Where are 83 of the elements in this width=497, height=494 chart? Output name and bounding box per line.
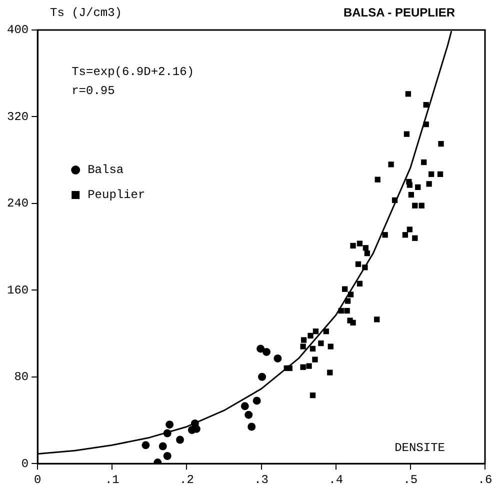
point [262,348,271,356]
point [328,344,334,350]
point [374,176,380,182]
point [404,131,410,137]
point [327,370,333,376]
legend-label: Peuplier [88,188,146,202]
point [163,452,172,460]
point [356,240,363,246]
point [402,232,408,238]
point [244,410,253,419]
point [300,337,307,343]
point [412,235,418,241]
point [344,308,350,314]
point [300,344,306,350]
x-tick-label: .6 [478,472,492,487]
y-tick-label: 240 [6,196,29,211]
point [342,286,348,292]
point [256,344,265,353]
point [405,91,412,97]
point [421,159,427,166]
y-tick-label: 0 [21,456,29,471]
point [418,202,424,208]
point [142,441,150,450]
y-tick-label: 160 [6,283,29,298]
point [388,162,394,168]
x-axis-title: DENSITE [394,440,445,455]
x-tick-label: .1 [104,472,120,487]
point [412,202,418,208]
point [374,316,380,322]
point [312,356,318,362]
point [364,250,370,256]
point [423,121,429,128]
point [350,320,356,326]
point [428,171,434,177]
y-tick-label: 400 [6,23,29,38]
point [176,436,184,444]
point [318,340,324,346]
point [300,364,306,370]
x-tick-label: 0 [34,472,42,487]
x-tick-label: .3 [254,472,269,487]
x-tick-label: .2 [180,472,194,487]
point [306,363,312,369]
y-tick-label: 80 [14,370,29,384]
point [423,102,429,108]
x-tick-label: .4 [328,472,344,487]
point [408,192,414,198]
point [350,242,356,249]
point [406,178,412,185]
point [362,264,368,270]
point [274,354,282,362]
point [392,197,398,204]
point [438,140,444,147]
point [382,232,388,238]
point [310,392,316,398]
point [312,328,319,334]
point [308,332,314,339]
point [437,171,444,177]
point [426,181,432,187]
point [338,308,344,314]
legend-label: Balsa [88,163,124,178]
point [348,292,354,298]
point [415,184,421,190]
point [344,298,351,304]
annotation: Ts=exp(6.9D+2.16) [72,65,194,80]
point [258,372,266,381]
point [356,280,363,286]
point [240,402,249,410]
annotation: r=0.95 [72,84,115,98]
point [362,245,369,251]
y-axis-title: Ts (J/cm3) [50,6,122,20]
point [163,429,172,438]
point [286,365,292,372]
point [406,226,413,232]
point [323,328,330,334]
point [166,420,174,429]
chart-title: BALSA - PEUPLIER [343,5,456,20]
point [310,346,316,352]
x-tick-label: .5 [403,472,418,487]
y-tick-label: 320 [6,110,29,124]
point [158,442,167,450]
point [355,261,362,267]
point [252,396,261,405]
point [248,422,256,431]
